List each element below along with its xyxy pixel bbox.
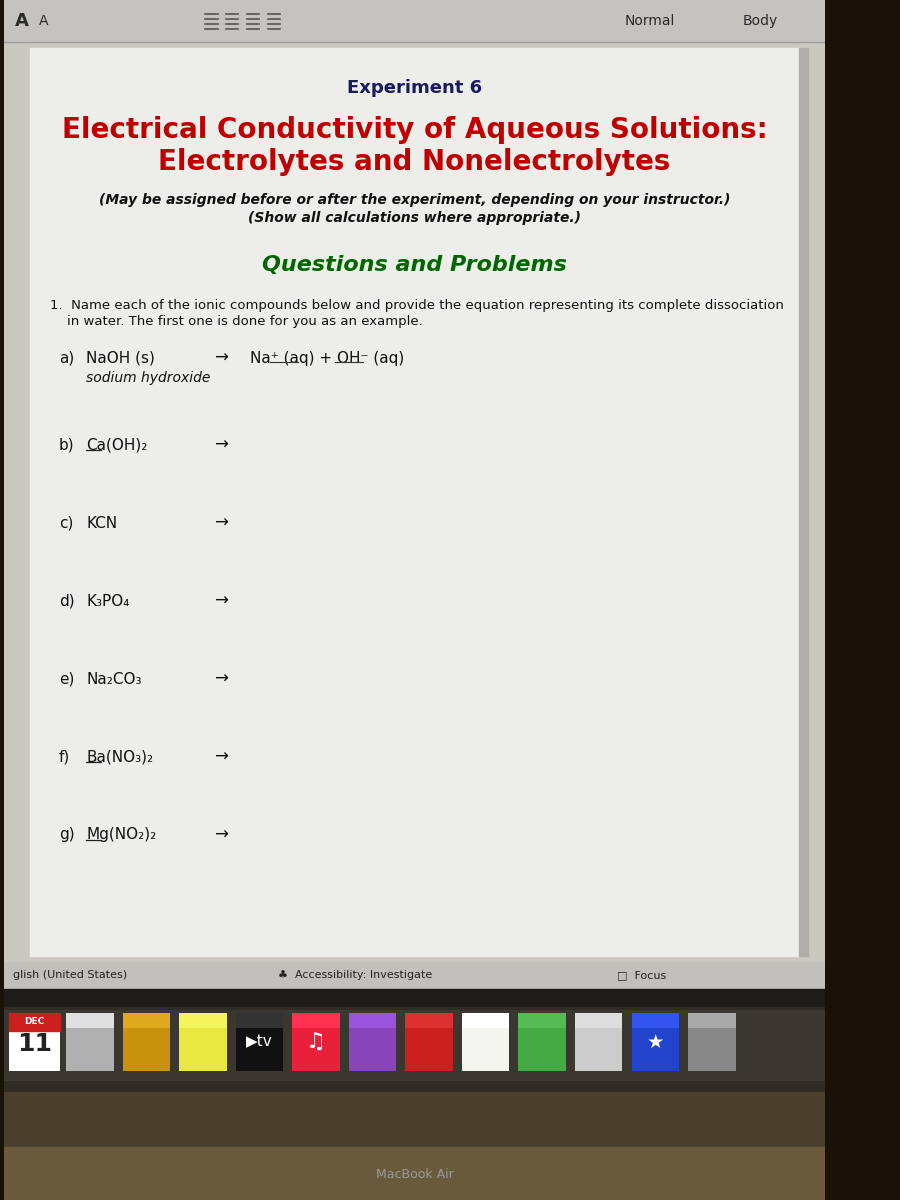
Bar [4,1010,825,1080]
Bar [799,48,808,956]
Bar [4,1007,825,1092]
Text: d): d) [58,594,75,608]
Text: Experiment 6: Experiment 6 [346,79,482,97]
Text: →: → [214,592,228,610]
Bar [4,0,825,42]
Text: →: → [214,748,228,766]
Text: g): g) [58,828,75,842]
Text: →: → [214,436,228,454]
Text: ♣  Accessibility: Investigate: ♣ Accessibility: Investigate [278,970,432,980]
Text: DEC: DEC [24,1018,44,1026]
Text: →: → [214,349,228,367]
Bar [9,1013,59,1031]
Text: →: → [214,670,228,688]
Text: Electrolytes and Nonelectrolytes: Electrolytes and Nonelectrolytes [158,148,670,176]
Bar [575,1013,623,1028]
Text: f): f) [58,750,70,764]
Bar [688,1013,735,1028]
Bar [518,1013,566,1028]
Text: ▶tv: ▶tv [246,1034,273,1050]
Text: e): e) [58,672,74,686]
Text: Normal: Normal [625,14,675,28]
Text: 11: 11 [17,1032,51,1056]
Bar [4,1147,825,1200]
Bar [4,1092,825,1147]
Text: Body: Body [742,14,778,28]
Bar [632,1013,679,1028]
Bar [292,1013,339,1070]
Bar [462,1013,509,1070]
Text: Na₂CO₃: Na₂CO₃ [86,672,141,686]
Bar [66,1013,113,1028]
Text: N: N [418,1030,439,1054]
Text: Mg(NO₂)₂: Mg(NO₂)₂ [86,828,157,842]
Text: K₃PO₄: K₃PO₄ [86,594,130,608]
Bar [349,1013,396,1028]
Text: b): b) [58,438,75,452]
Bar [575,1013,623,1070]
Text: (May be assigned before or after the experiment, depending on your instructor.): (May be assigned before or after the exp… [99,193,730,206]
Text: A: A [15,12,29,30]
Bar [688,1013,735,1070]
Text: Questions and Problems: Questions and Problems [262,254,567,275]
Bar [179,1013,227,1070]
Bar [30,48,799,956]
Bar [236,1013,284,1070]
Bar [405,1013,453,1070]
Text: in water. The first one is done for you as an example.: in water. The first one is done for you … [50,316,422,329]
Text: 1.  Name each of the ionic compounds below and provide the equation representing: 1. Name each of the ionic compounds belo… [50,300,784,312]
Text: Na⁺ (aq) + OH⁻ (aq): Na⁺ (aq) + OH⁻ (aq) [250,350,405,366]
Bar [292,1013,339,1028]
Text: Ca(OH)₂: Ca(OH)₂ [86,438,148,452]
Bar [462,1013,509,1028]
Bar [66,1013,113,1070]
Text: glish (United States): glish (United States) [14,970,128,980]
Text: a): a) [58,350,74,366]
Bar [4,962,825,989]
Bar [4,989,825,1007]
Text: A: A [39,14,49,28]
Bar [122,1013,170,1070]
Bar [4,42,825,962]
Text: sodium hydroxide: sodium hydroxide [86,371,211,385]
Text: (Show all calculations where appropriate.): (Show all calculations where appropriate… [248,211,581,226]
Bar [9,1013,59,1070]
Bar [405,1013,453,1028]
Text: Electrical Conductivity of Aqueous Solutions:: Electrical Conductivity of Aqueous Solut… [61,116,768,144]
Bar [122,1013,170,1028]
Text: ★: ★ [646,1032,664,1051]
Bar [236,1013,284,1028]
Bar [179,1013,227,1028]
Text: □  Focus: □ Focus [617,970,666,980]
Bar [349,1013,396,1070]
Text: →: → [214,514,228,532]
Text: NaOH (s): NaOH (s) [86,350,155,366]
Bar [518,1013,566,1070]
Text: Ba(NO₃)₂: Ba(NO₃)₂ [86,750,153,764]
Text: KCN: KCN [86,516,117,530]
Text: c): c) [58,516,73,530]
Bar [632,1013,679,1070]
Text: ♫: ♫ [306,1032,326,1052]
Text: MacBook Air: MacBook Air [375,1169,454,1182]
Text: →: → [214,826,228,844]
